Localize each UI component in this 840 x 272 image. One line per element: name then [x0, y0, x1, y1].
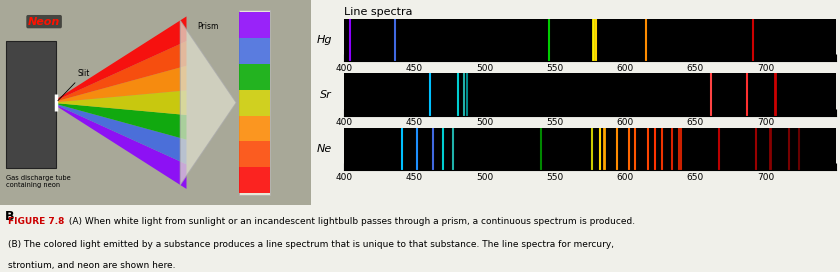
Polygon shape: [181, 21, 236, 185]
Bar: [239, 64, 270, 90]
Bar: [6, 41, 56, 168]
Bar: [239, 116, 270, 141]
Text: (A) When white light from sunlight or an incandescent lightbulb passes through a: (A) When white light from sunlight or an…: [66, 217, 635, 226]
Polygon shape: [56, 16, 186, 100]
Polygon shape: [56, 103, 186, 140]
Text: B: B: [5, 210, 14, 223]
Bar: [239, 167, 270, 193]
Polygon shape: [56, 105, 186, 189]
Text: Ne: Ne: [317, 144, 332, 154]
Text: Gas discharge tube
containing neon: Gas discharge tube containing neon: [6, 175, 71, 188]
Bar: [239, 38, 270, 64]
Polygon shape: [56, 66, 186, 102]
Text: Slit: Slit: [58, 69, 90, 101]
Polygon shape: [56, 41, 186, 101]
Bar: [239, 10, 270, 195]
Text: Prism: Prism: [197, 22, 218, 31]
Bar: [239, 12, 270, 38]
Polygon shape: [56, 90, 186, 115]
Polygon shape: [56, 104, 186, 164]
Text: FIGURE 7.8: FIGURE 7.8: [8, 217, 65, 226]
Text: Neon: Neon: [28, 17, 60, 27]
Text: Hg: Hg: [317, 35, 332, 45]
Text: strontium, and neon are shown here.: strontium, and neon are shown here.: [8, 261, 176, 270]
Bar: [239, 141, 270, 167]
Text: (B) The colored light emitted by a substance produces a line spectrum that is un: (B) The colored light emitted by a subst…: [8, 240, 614, 249]
Text: Sr: Sr: [320, 89, 332, 100]
Text: Line spectra: Line spectra: [344, 7, 413, 17]
Bar: [239, 90, 270, 116]
